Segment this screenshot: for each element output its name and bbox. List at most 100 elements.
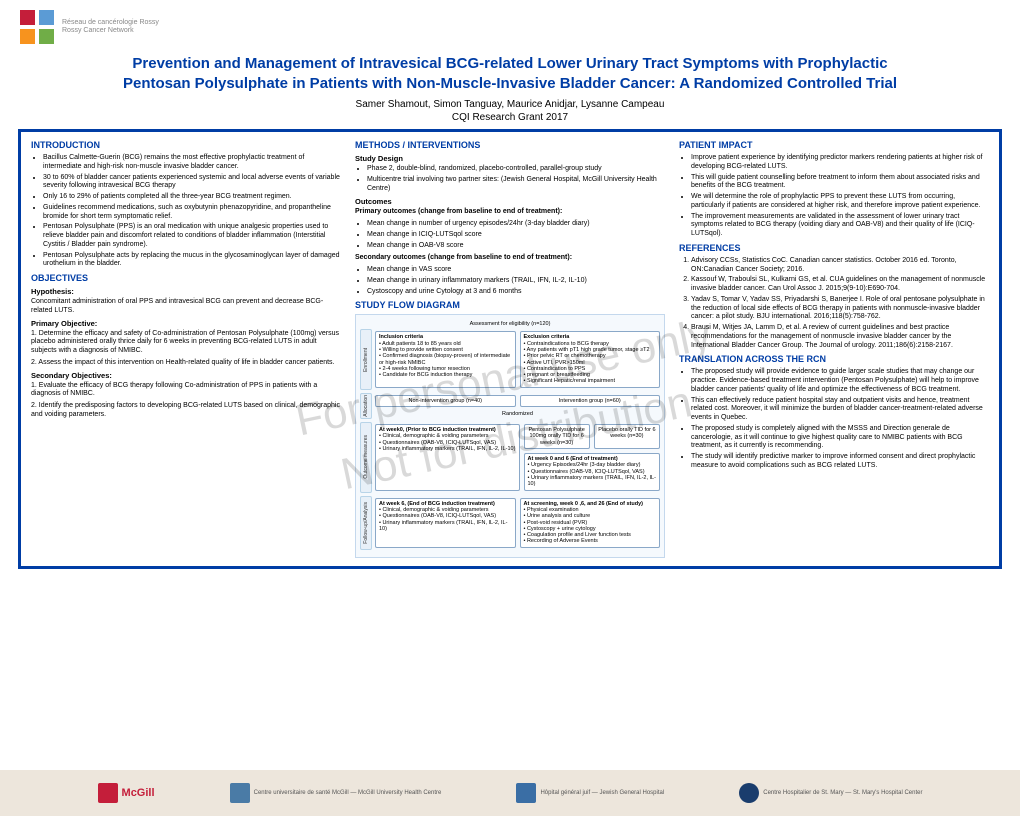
mcgill-logo: McGill xyxy=(98,783,155,803)
secondary-outcomes-list: Mean change in VAS score Mean change in … xyxy=(367,266,665,296)
impact-heading: PATIENT IMPACT xyxy=(679,140,989,150)
references-list: Advisory CCSs, Statistics CoC. Canadian … xyxy=(691,257,989,351)
intro-bullet: Pentosan Polysulphate (PPS) is an oral m… xyxy=(43,223,341,249)
po-bullet: Mean change in ICIQ-LUTSqol score xyxy=(367,231,665,240)
footer: McGill Centre universitaire de santé McG… xyxy=(0,770,1020,816)
muhc-text: Centre universitaire de santé McGill — M… xyxy=(254,790,442,796)
logo-text-en: Rossy Cancer Network xyxy=(62,27,134,34)
content-frame: INTRODUCTION Bacillus Calmette-Guerin (B… xyxy=(18,129,1002,569)
jgh-logo: Hôpital général juif — Jewish General Ho… xyxy=(516,783,664,803)
intro-bullet: Guidelines recommend medications, such a… xyxy=(43,204,341,222)
stmary-icon xyxy=(739,783,759,803)
outcome-measures-label: Outcome measures xyxy=(362,434,370,480)
translation-bullet: This can effectively reduce patient hosp… xyxy=(691,397,989,423)
week0-box: At week0, (Prior to BCG induction treatm… xyxy=(375,424,520,491)
mcgill-shield-icon xyxy=(98,783,118,803)
flow-diagram: Assessment for eligibility (n=120) Enrol… xyxy=(355,314,665,558)
endbcg-text: • Clinical, demographic & voiding parame… xyxy=(379,507,507,532)
methods-heading: METHODS / INTERVENTIONS xyxy=(355,140,665,150)
randomized-label: Randomized xyxy=(375,409,660,419)
primary-obj-1: 1. Determine the efficacy and safety of … xyxy=(31,330,341,356)
stmary-text: Centre Hospitalier de St. Mary — St. Mar… xyxy=(763,790,922,796)
intervention-box: Intervention group (n=60) xyxy=(520,395,661,407)
primary-obj-label: Primary Objective: xyxy=(31,319,341,328)
enrollment-label: Enrollment xyxy=(362,347,370,373)
translation-bullet: The proposed study will provide evidence… xyxy=(691,368,989,394)
intro-bullet: Bacillus Calmette-Guerin (BCG) remains t… xyxy=(43,154,341,172)
exclusion-text: • Contraindications to BCG therapy • Any… xyxy=(524,341,650,385)
translation-heading: TRANSLATION ACROSS THE RCN xyxy=(679,354,989,364)
diag-assessment: Assessment for eligibility (n=120) xyxy=(360,319,660,329)
rcn-logo-icon xyxy=(20,10,54,44)
exclusion-title: Exclusion criteria xyxy=(524,334,570,340)
authors: Samer Shamout, Simon Tanguay, Maurice An… xyxy=(40,99,980,110)
ref-item: Kassouf W, Traboulsi SL, Kulkarni GS, et… xyxy=(691,276,989,294)
primary-out-label: Primary outcomes (change from baseline t… xyxy=(355,208,562,215)
inclusion-box: Inclusion criteria • Adult patients 18 t… xyxy=(375,331,516,388)
week0-title: At week0, (Prior to BCG induction treatm… xyxy=(379,427,496,433)
ref-item: Brausi M, Witjes JA, Lamm D, et al. A re… xyxy=(691,324,989,350)
inclusion-text: • Adult patients 18 to 85 years old • Wi… xyxy=(379,341,510,379)
outcomes-label: Outcomes xyxy=(355,197,665,206)
so-bullet: Mean change in VAS score xyxy=(367,266,665,275)
followup-label: Follow-up/Analysis xyxy=(362,501,370,545)
mcgill-text: McGill xyxy=(122,787,155,799)
study-design-label: Study Design xyxy=(355,154,665,163)
column-middle: METHODS / INTERVENTIONS Study Design Pha… xyxy=(355,140,665,558)
endbcg-title: At week 6, (End of BCG induction treatme… xyxy=(379,501,495,507)
muhc-icon xyxy=(230,783,250,803)
primary-obj-2: 2. Assess the impact of this interventio… xyxy=(31,359,341,368)
column-right: PATIENT IMPACT Improve patient experienc… xyxy=(679,140,989,558)
non-intervention-box: Non-intervention group (n=40) xyxy=(375,395,516,407)
logo-text-fr: Réseau de cancérologie Rossy xyxy=(62,19,159,26)
ref-item: Advisory CCSs, Statistics CoC. Canadian … xyxy=(691,257,989,275)
week0-text: • Clinical, demographic & voiding parame… xyxy=(379,433,515,452)
impact-bullet: The improvement measurements are validat… xyxy=(691,213,989,239)
muhc-logo: Centre universitaire de santé McGill — M… xyxy=(230,783,442,803)
poster-title: Prevention and Management of Intravesica… xyxy=(110,54,910,93)
intro-bullet: 30 to 60% of bladder cancer patients exp… xyxy=(43,174,341,192)
logo-text: Réseau de cancérologie Rossy Rossy Cance… xyxy=(62,19,159,34)
hypothesis-text: Concomitant administration of oral PPS a… xyxy=(31,298,341,316)
secondary-obj-label: Secondary Objectives: xyxy=(31,371,341,380)
week6-title: At week 0 and 6 (End of treatment) xyxy=(528,456,618,462)
po-bullet: Mean change in number of urgency episode… xyxy=(367,220,665,229)
week6-text: • Urgency Episodes/24hr (3-day bladder d… xyxy=(528,462,656,487)
intro-bullet: Only 16 to 29% of patients completed all… xyxy=(43,193,341,202)
header: Réseau de cancérologie Rossy Rossy Cance… xyxy=(0,0,1020,54)
exclusion-box: Exclusion criteria • Contraindications t… xyxy=(520,331,661,388)
screening-title: At screening, week 0 ,6, and 26 (End of … xyxy=(524,501,644,507)
placebo-arm-box: Placebo orally TID for 6 weeks (n=30) xyxy=(594,424,660,449)
study-design-list: Phase 2, double-blind, randomized, place… xyxy=(367,165,665,193)
endbcg-box: At week 6, (End of BCG induction treatme… xyxy=(375,498,516,548)
hypothesis-label: Hypothesis: xyxy=(31,287,341,296)
grant-line: CQI Research Grant 2017 xyxy=(40,112,980,123)
impact-bullet: Improve patient experience by identifyin… xyxy=(691,154,989,172)
screening-text: • Physical examination • Urine analysis … xyxy=(524,507,631,545)
translation-bullet: The proposed study is completely aligned… xyxy=(691,425,989,451)
po-bullet: Mean change in OAB-V8 score xyxy=(367,242,665,251)
ref-item: Yadav S, Tomar V, Yadav SS, Priyadarshi … xyxy=(691,296,989,322)
translation-bullet: The study will identify predictive marke… xyxy=(691,453,989,471)
inclusion-title: Inclusion criteria xyxy=(379,334,423,340)
jgh-icon xyxy=(516,783,536,803)
jgh-text: Hôpital général juif — Jewish General Ho… xyxy=(540,790,664,796)
screening-box: At screening, week 0 ,6, and 26 (End of … xyxy=(520,498,661,548)
impact-bullet: We will determine the role of prophylact… xyxy=(691,193,989,211)
primary-outcomes-list: Mean change in number of urgency episode… xyxy=(367,220,665,250)
sd-bullet: Multicentre trial involving two partner … xyxy=(367,176,665,194)
secondary-obj-1: 1. Evaluate the efficacy of BCG therapy … xyxy=(31,382,341,400)
objectives-heading: OBJECTIVES xyxy=(31,273,341,283)
flow-heading: STUDY FLOW DIAGRAM xyxy=(355,300,665,310)
impact-bullet: This will guide patient counselling befo… xyxy=(691,174,989,192)
stmary-logo: Centre Hospitalier de St. Mary — St. Mar… xyxy=(739,783,922,803)
introduction-heading: INTRODUCTION xyxy=(31,140,341,150)
week6-box: At week 0 and 6 (End of treatment) • Urg… xyxy=(524,453,661,491)
impact-list: Improve patient experience by identifyin… xyxy=(691,154,989,239)
sd-bullet: Phase 2, double-blind, randomized, place… xyxy=(367,165,665,174)
title-block: Prevention and Management of Intravesica… xyxy=(0,54,1020,123)
references-heading: REFERENCES xyxy=(679,243,989,253)
secondary-out-label: Secondary outcomes (change from baseline… xyxy=(355,254,572,261)
so-bullet: Cystoscopy and urine Cytology at 3 and 6… xyxy=(367,288,665,297)
introduction-list: Bacillus Calmette-Guerin (BCG) remains t… xyxy=(43,154,341,269)
